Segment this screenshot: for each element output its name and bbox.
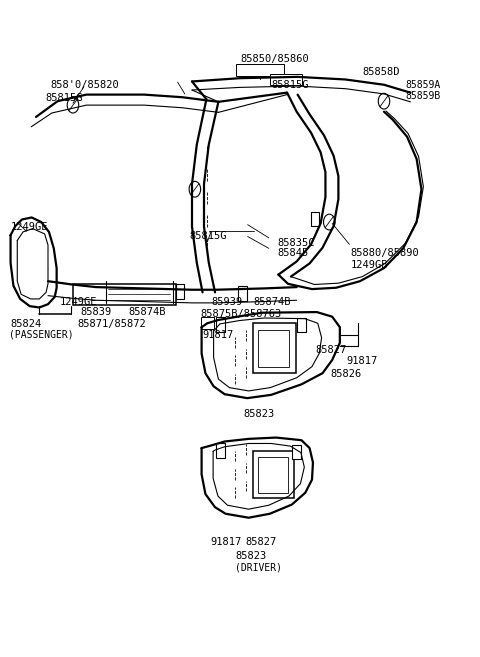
Text: 85850/85860: 85850/85860	[240, 54, 309, 64]
Text: 85835C: 85835C	[277, 238, 315, 248]
Text: 85827: 85827	[316, 345, 347, 355]
Bar	[238, 286, 247, 301]
Text: 85839: 85839	[81, 307, 112, 317]
Text: 1249GE: 1249GE	[60, 297, 97, 307]
Text: 85874B: 85874B	[129, 307, 166, 317]
Text: 85827: 85827	[246, 537, 277, 547]
Bar	[73, 284, 176, 305]
Bar	[311, 212, 319, 226]
Text: 858'0/85820: 858'0/85820	[50, 80, 119, 90]
Bar	[201, 317, 214, 328]
Text: 1249GB: 1249GB	[350, 260, 388, 269]
Text: 85858D: 85858D	[362, 67, 400, 77]
Bar	[216, 443, 225, 458]
Text: 85826: 85826	[330, 369, 361, 379]
Text: 85815G: 85815G	[190, 231, 227, 241]
Bar	[258, 330, 289, 367]
Text: 85823: 85823	[244, 409, 275, 419]
Bar	[253, 323, 296, 373]
Text: 85823: 85823	[235, 551, 266, 560]
Text: 85859B: 85859B	[406, 91, 441, 101]
Text: (PASSENGER): (PASSENGER)	[9, 330, 73, 340]
Text: 85845: 85845	[277, 248, 309, 258]
Text: 85815G: 85815G	[271, 80, 309, 90]
Bar	[253, 451, 294, 498]
Text: 85939: 85939	[211, 297, 242, 307]
Bar	[270, 74, 302, 85]
Text: 91817: 91817	[203, 330, 234, 340]
Text: 85875B/858763: 85875B/858763	[201, 309, 282, 319]
Text: (DRIVER): (DRIVER)	[235, 562, 282, 572]
Bar	[129, 284, 138, 299]
Text: 85815G: 85815G	[46, 93, 83, 103]
Text: 91817: 91817	[210, 537, 241, 547]
Bar	[297, 318, 306, 332]
Text: 1249GE: 1249GE	[11, 222, 48, 232]
Bar	[292, 445, 301, 459]
Bar	[176, 284, 184, 299]
Bar	[258, 457, 288, 493]
Text: 85824: 85824	[11, 319, 42, 328]
Bar	[236, 64, 284, 76]
Text: 91817: 91817	[347, 356, 378, 366]
Text: 85859A: 85859A	[406, 80, 441, 90]
Text: 85880/85890: 85880/85890	[350, 248, 419, 258]
Text: 85874B: 85874B	[253, 297, 291, 307]
Text: 85871/85872: 85871/85872	[78, 319, 146, 328]
Bar	[216, 317, 225, 332]
